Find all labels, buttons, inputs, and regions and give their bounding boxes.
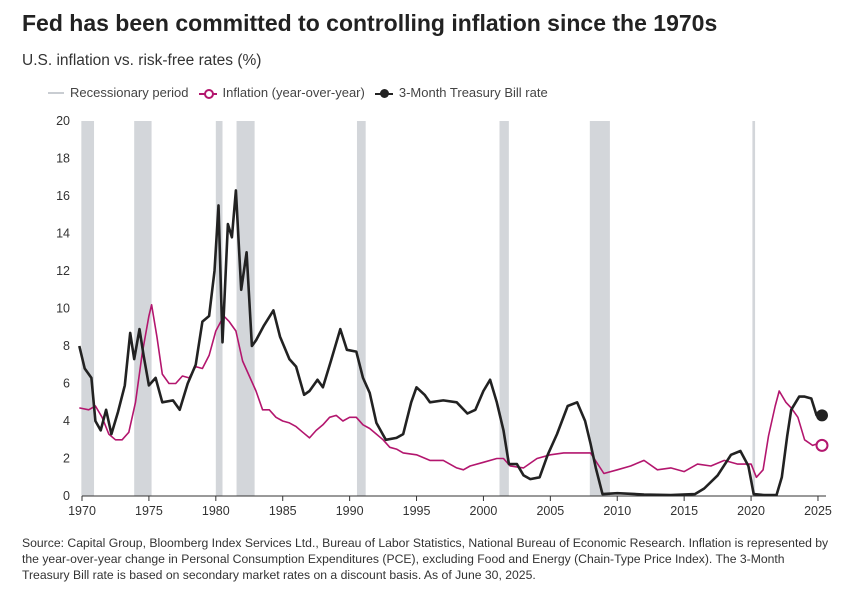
x-tick-label: 1970 [68, 504, 96, 518]
legend-item-recession: Recessionary period [48, 85, 189, 100]
line-chart: 0 2 4 6 8 10 12 14 16 18 20 1970 1975 1980 1985 1990 199… [56, 114, 832, 518]
y-tick-label: 0 [63, 489, 70, 503]
x-tick-label: 1995 [403, 504, 431, 518]
inflation-line-icon [198, 88, 217, 99]
y-tick-label: 16 [56, 189, 70, 203]
tbill-line-icon [374, 88, 393, 98]
tbill-line [78, 189, 822, 497]
legend: Recessionary period Inflation (year-over… [48, 85, 558, 100]
recession-band [499, 121, 509, 496]
inflation-end-point [815, 438, 829, 452]
legend-label-recession: Recessionary period [70, 85, 189, 100]
recession-band [356, 121, 366, 496]
x-tick-label: 1985 [269, 504, 297, 518]
legend-label-inflation: Inflation (year-over-year) [222, 85, 365, 100]
recession-band [752, 121, 756, 496]
tbill-end-point [815, 409, 828, 422]
x-tick-label: 2015 [670, 504, 698, 518]
y-tick-label: 8 [63, 339, 70, 353]
x-tick-label: 2010 [603, 504, 631, 518]
recession-band [589, 121, 610, 496]
recession-band [215, 121, 223, 496]
x-tick-label: 2020 [737, 504, 765, 518]
x-tick-label: 2000 [470, 504, 498, 518]
source-note: Source: Capital Group, Bloomberg Index S… [22, 536, 829, 582]
x-tick-label: 1975 [135, 504, 163, 518]
x-tick-label: 1980 [202, 504, 230, 518]
y-tick-label: 18 [56, 152, 70, 166]
recession-band [81, 121, 95, 496]
recession-band [236, 121, 255, 496]
legend-item-tbill: 3-Month Treasury Bill rate [374, 85, 548, 100]
y-tick-label: 4 [63, 414, 70, 428]
chart-subtitle: U.S. inflation vs. risk-free rates (%) [22, 52, 262, 69]
y-tick-label: 14 [56, 227, 70, 241]
chart-title: Fed has been committed to controlling in… [22, 10, 718, 36]
x-tick-label: 1990 [336, 504, 364, 518]
legend-item-inflation: Inflation (year-over-year) [198, 85, 365, 100]
y-tick-label: 10 [56, 302, 70, 316]
inflation-line [79, 304, 823, 479]
y-tick-label: 20 [56, 114, 70, 128]
x-tick-label: 2025 [804, 504, 832, 518]
x-tick-label: 2005 [536, 504, 564, 518]
y-tick-label: 12 [56, 264, 70, 278]
recession-swatch-icon [48, 91, 64, 94]
y-tick-label: 6 [63, 377, 70, 391]
legend-label-tbill: 3-Month Treasury Bill rate [398, 85, 548, 100]
y-tick-label: 2 [63, 452, 70, 466]
recession-band [134, 121, 152, 496]
